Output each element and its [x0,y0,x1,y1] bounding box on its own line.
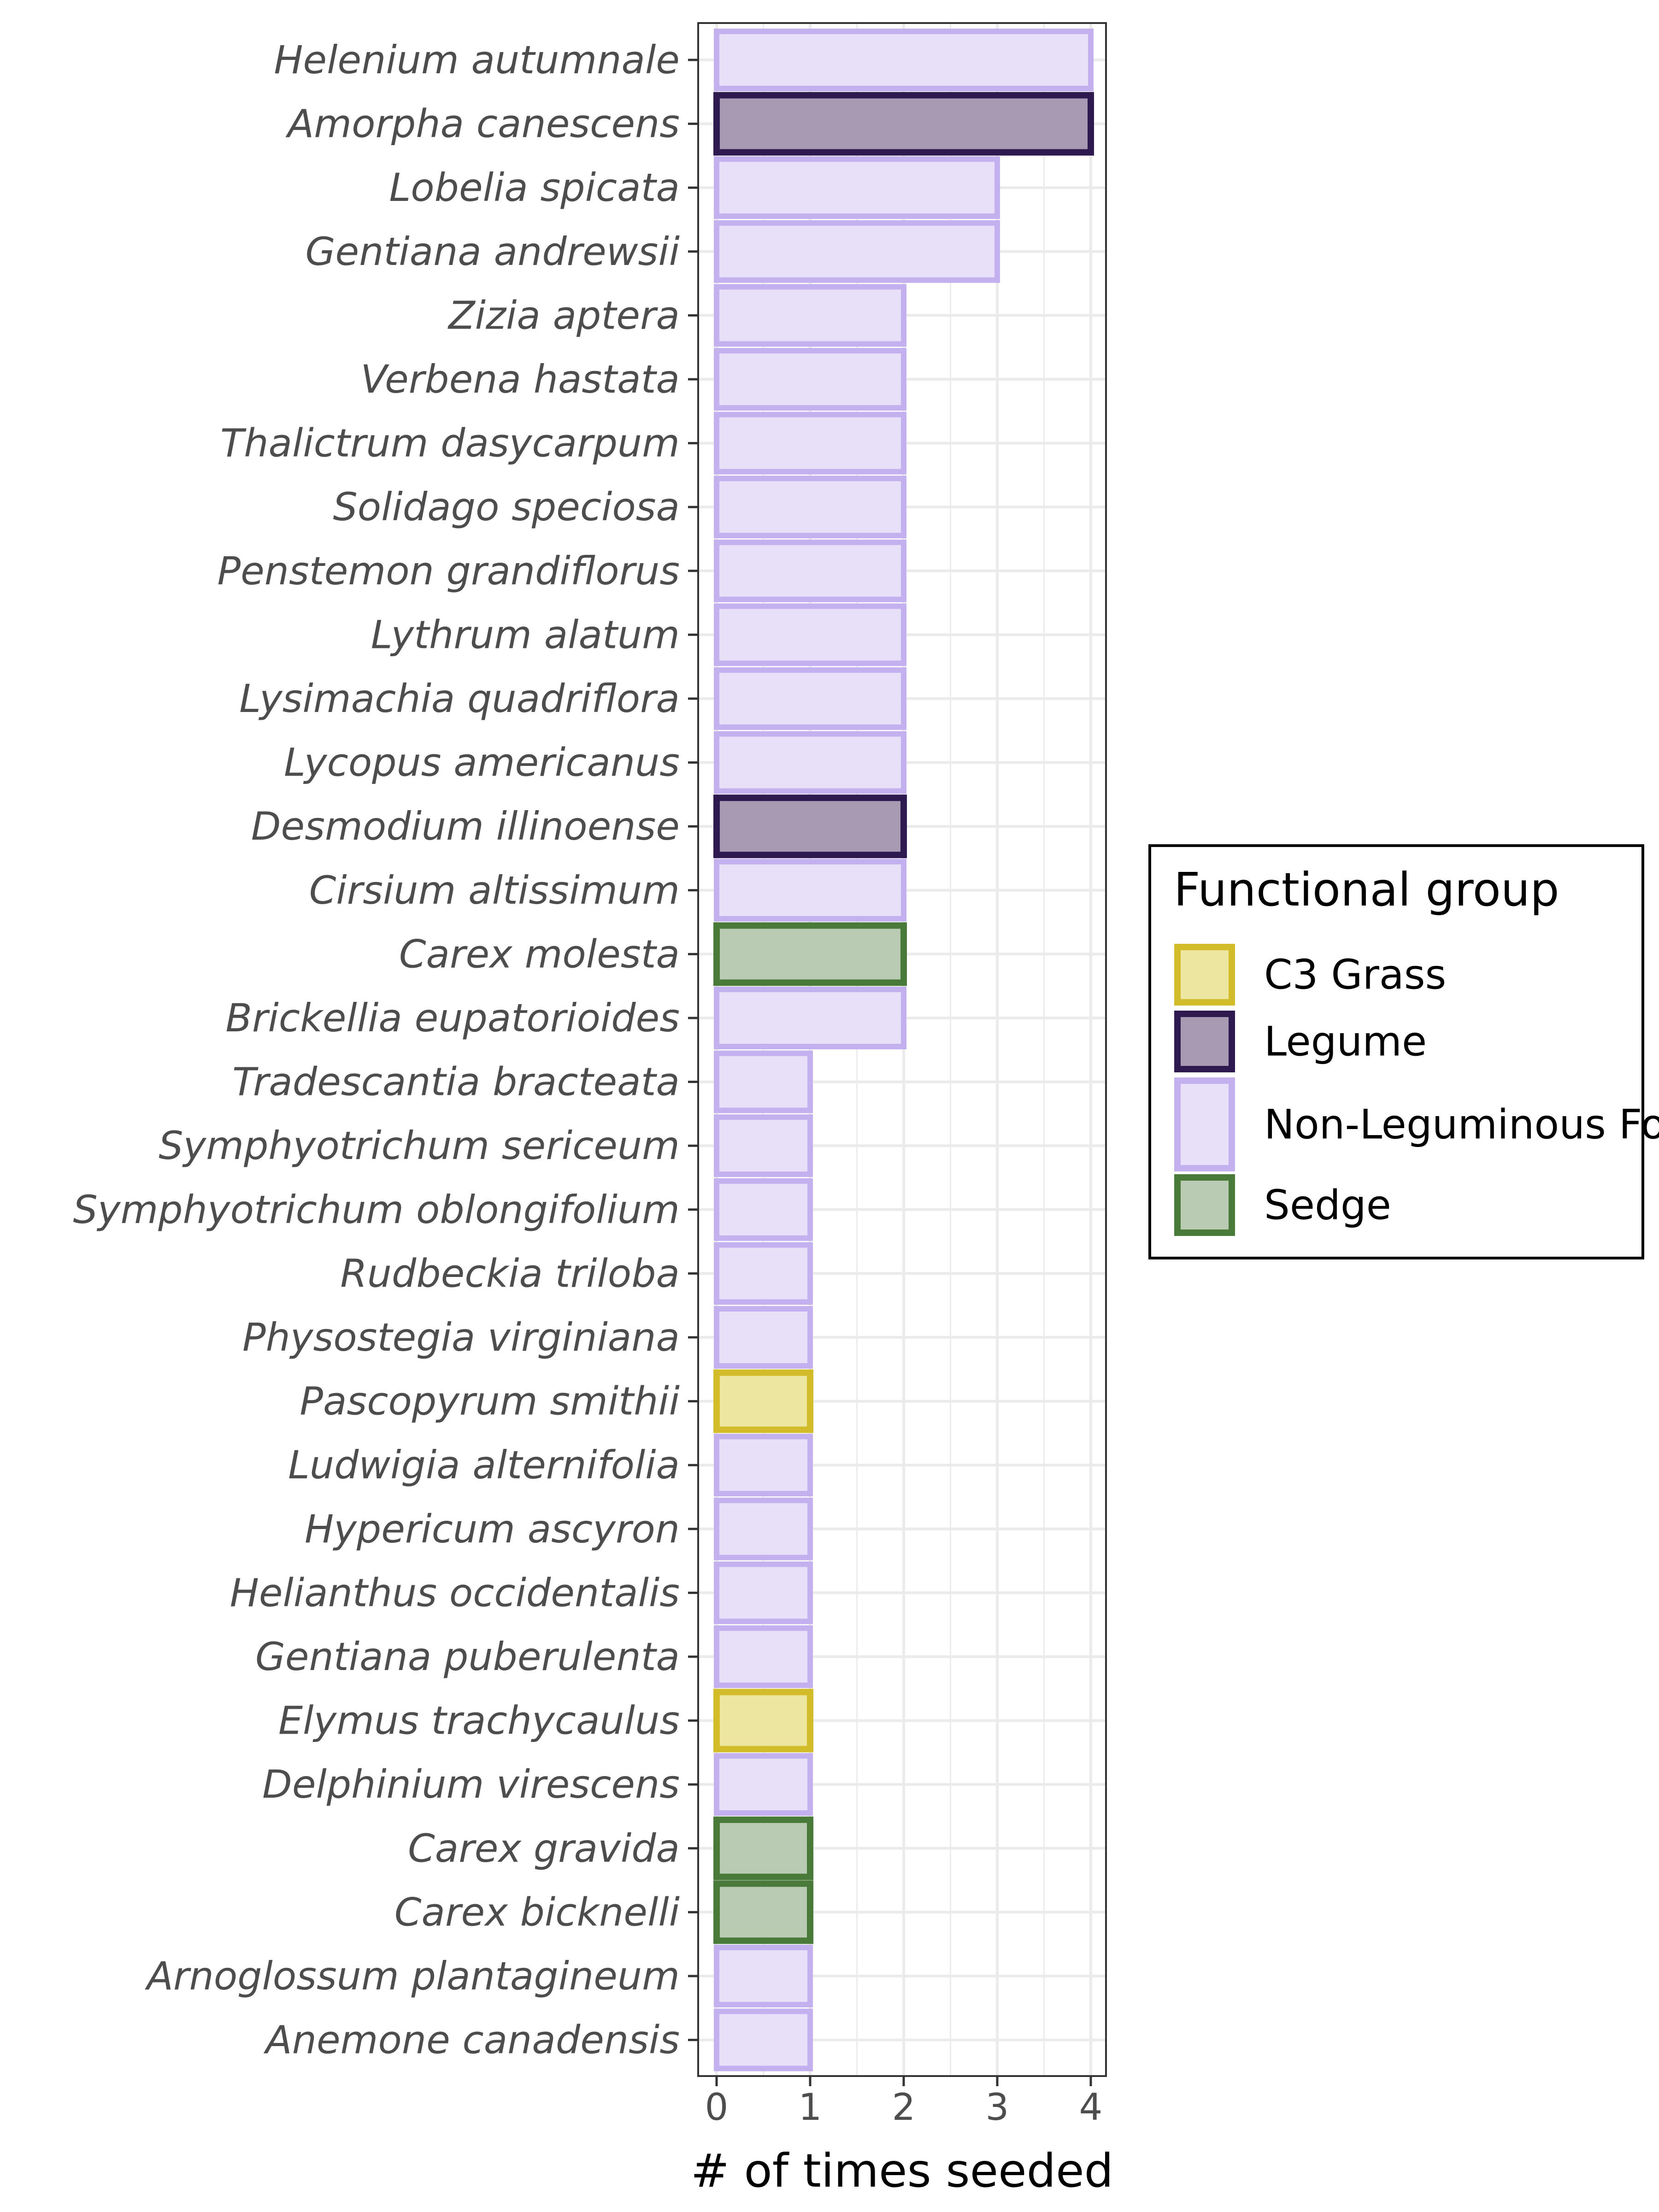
y-tick-label: Amorpha canescens [285,101,680,147]
bar [714,1178,813,1241]
x-axis-title: # of times seeded [691,2144,1113,2198]
bar [714,1114,813,1177]
y-tick-label: Helenium autumnale [274,37,680,82]
bar [714,1306,813,1369]
y-tick-label: Tradescantia bracteata [232,1059,680,1105]
y-tick-label: Carex gravida [408,1826,680,1871]
bar [713,1880,813,1944]
legend-label: Legume [1264,1018,1427,1065]
legend-label: C3 Grass [1264,951,1446,999]
bar [714,1434,813,1497]
bar [714,667,906,730]
bar [714,731,906,794]
bar [714,1945,813,2007]
bar [714,1497,813,1560]
y-tick-label: Rudbeckia triloba [340,1251,680,1296]
y-tick-label: Verbena hastata [361,357,680,402]
legend-label: Sedge [1264,1182,1391,1229]
y-tick-label: Physostegia virginiana [242,1315,680,1360]
x-tick-label: 1 [799,2086,822,2129]
y-tick-label: Gentiana andrewsii [305,229,680,274]
y-tick-label: Lycopus americanus [284,740,680,785]
bar [714,2008,813,2071]
y-tick-label: Carex molesta [399,931,680,977]
bars [713,29,1094,2071]
x-tick-label: 0 [705,2086,729,2129]
bar [714,539,906,602]
bar [714,284,906,347]
bar [713,794,907,859]
bar [714,1561,813,1624]
panel-border [697,22,1107,2077]
x-axis: 0 1 2 3 4 [705,2076,1103,2129]
bar [713,92,1094,156]
legend-key [1174,1174,1235,1236]
bar [714,156,1000,219]
legend-title: Functional group [1174,863,1559,917]
y-tick-label: Carex bicknelli [394,1889,680,1935]
bar [714,1050,813,1113]
y-tick-label: Pascopyrum smithii [300,1379,680,1424]
y-tick-label: Ludwigia alternifolia [288,1442,680,1488]
bar [714,29,1094,91]
legend-label: Non-Leguminous Forb [1264,1101,1659,1148]
legend-key [1174,1011,1235,1072]
y-tick-label: Cirsium altissimum [309,868,680,913]
y-tick-label: Solidago speciosa [333,484,680,529]
y-tick-label: Lythrum alatum [371,612,680,657]
y-tick-label: Desmodium illinoense [251,804,680,849]
y-tick-label: Lysimachia quadriflora [239,676,680,721]
y-tick-label: Arnoglossum plantagineum [145,1953,680,1999]
bar [714,348,906,411]
legend-items: C3 Grass Legume Non-Leguminous Forb Sedge [1174,944,1659,1236]
y-tick-label: Helianthus occidentalis [230,1570,680,1615]
bar [713,1369,813,1433]
bar [713,922,907,986]
legend: Functional group C3 Grass Legume Non-Legum… [1148,844,1659,1259]
y-tick-label: Anemone canadensis [263,2018,680,2063]
y-tick-label: Elymus trachycaulus [278,1698,680,1743]
x-tick-label: 2 [892,2086,916,2129]
bar [714,859,906,922]
y-tick-label: Zizia aptera [447,293,680,338]
bar [714,476,906,539]
bar [714,1242,813,1305]
y-tick-label: Symphyotrichum sericeum [159,1123,680,1168]
bar [714,987,906,1049]
legend-key [1174,944,1235,1006]
bar [714,1753,813,1816]
bar [713,1688,813,1753]
bar [714,1625,813,1688]
y-tick-label: Lobelia spicata [389,165,680,210]
y-tick-label: Gentiana puberulenta [255,1634,680,1679]
bar [714,412,906,475]
y-tick-label: Brickellia eupatorioides [225,995,680,1041]
y-tick-label: Symphyotrichum oblongifolium [73,1187,680,1232]
y-tick-label: Penstemon grandiflorus [217,548,680,594]
x-tick-label: 3 [986,2086,1009,2129]
y-tick-label: Thalictrum dasycarpum [220,421,680,466]
bar [714,603,906,666]
y-tick-label: Hypericum ascyron [305,1506,680,1552]
bar [714,220,1000,283]
y-axis: Helenium autumnale Amorpha canescens Lobel… [73,37,698,2063]
x-tick-label: 4 [1079,2086,1103,2129]
bar [713,1816,813,1880]
legend-key [1174,1077,1235,1171]
y-tick-label: Delphinium virescens [262,1762,680,1807]
